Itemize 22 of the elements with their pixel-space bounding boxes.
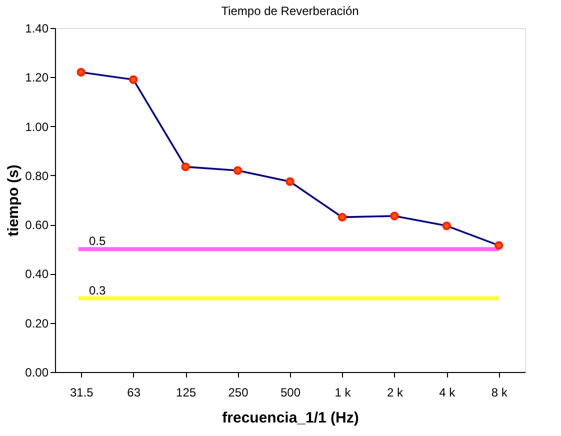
y-tick-label: 1.20: [25, 70, 49, 85]
x-tick-label: 1 k: [334, 386, 352, 400]
y-tick-label: 0.60: [25, 218, 49, 232]
x-tick-label: 250: [228, 386, 249, 400]
y-tick-label: 1.40: [25, 22, 49, 36]
y-tick-label: 1.00: [25, 120, 49, 134]
x-tick-label: 63: [127, 386, 141, 400]
ref-line-label: 0.3: [88, 283, 106, 298]
x-axis-title: frecuencia_1/1 (Hz): [222, 410, 359, 426]
y-tick-label: 0.20: [25, 316, 49, 330]
y-tick-label: 0.40: [25, 267, 49, 282]
ref-line-label: 0.5: [88, 234, 106, 248]
x-tick-label: 4 k: [439, 386, 456, 400]
x-tick-label: 2 k: [386, 386, 404, 400]
x-tick-label: 8 k: [491, 386, 508, 400]
chart-title: Tiempo de Reverberación: [221, 4, 359, 18]
y-axis-title: tiempo (s): [5, 164, 22, 236]
y-tick-label: 0.80: [25, 168, 49, 183]
y-tick-label: 0.00: [25, 366, 49, 380]
x-tick-label: 31.5: [70, 386, 94, 400]
x-tick-label: 125: [176, 386, 196, 400]
x-tick-label: 500: [280, 386, 301, 400]
